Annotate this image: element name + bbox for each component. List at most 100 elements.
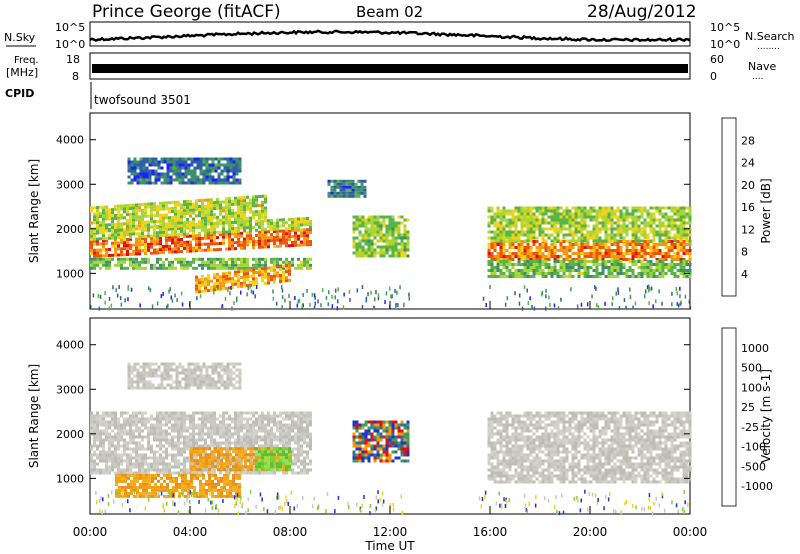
heatmap-cell <box>135 453 138 457</box>
scatter-cell <box>367 292 369 297</box>
heatmap-cell <box>198 243 201 247</box>
heatmap-cell <box>490 266 494 269</box>
heatmap-cell <box>249 441 252 445</box>
heatmap-cell <box>403 233 407 237</box>
heatmap-cell <box>234 273 237 277</box>
heatmap-cell <box>583 260 587 263</box>
heatmap-cell <box>511 221 515 225</box>
scatter-cell <box>337 299 339 304</box>
heatmap-cell <box>490 272 494 275</box>
heatmap-cell <box>213 471 216 475</box>
heatmap-cell <box>141 237 144 241</box>
heatmap-cell <box>127 163 131 167</box>
heatmap-cell <box>523 230 527 234</box>
heatmap-cell <box>225 435 228 439</box>
heatmap-cell <box>303 228 306 232</box>
scatter-cell <box>521 306 524 311</box>
heatmap-cell <box>544 212 548 216</box>
heatmap-cell <box>261 245 264 249</box>
heatmap-cell <box>216 278 219 282</box>
heatmap-cell <box>141 411 144 415</box>
heatmap-cell <box>246 284 249 288</box>
heatmap-cell <box>358 239 362 243</box>
heatmap-cell <box>120 222 123 226</box>
heatmap-cell <box>613 260 617 263</box>
heatmap-cell <box>541 233 545 237</box>
heatmap-cell <box>177 444 180 448</box>
heatmap-cell <box>108 211 111 215</box>
heatmap-cell <box>105 435 108 439</box>
heatmap-cell <box>670 260 674 263</box>
heatmap-cell <box>300 453 303 457</box>
heatmap-cell <box>306 411 309 415</box>
heatmap-cell <box>529 255 533 258</box>
heatmap-cell <box>688 221 692 225</box>
heatmap-cell <box>574 269 578 272</box>
heatmap-cell <box>160 175 164 179</box>
heatmap-cell <box>541 272 545 275</box>
heatmap-cell <box>199 465 202 469</box>
nave-label: Nave <box>748 60 776 73</box>
heatmap-cell <box>294 459 297 463</box>
heatmap-cell <box>270 429 273 433</box>
heatmap-cell <box>261 417 264 421</box>
heatmap-cell <box>553 266 557 269</box>
heatmap-cell <box>139 181 143 185</box>
heatmap-cell <box>592 224 596 228</box>
heatmap-cell <box>174 241 177 245</box>
heatmap-cell <box>294 423 297 427</box>
heatmap-cell <box>93 260 96 264</box>
heatmap-cell <box>102 229 105 233</box>
heatmap-cell <box>186 263 189 267</box>
heatmap-cell <box>117 417 120 421</box>
heatmap-cell <box>141 243 144 247</box>
heatmap-cell <box>244 453 247 457</box>
heatmap-cell <box>147 260 150 264</box>
heatmap-cell <box>598 258 602 261</box>
heatmap-cell <box>196 447 199 451</box>
heatmap-cell <box>108 435 111 439</box>
heatmap-cell <box>201 222 204 226</box>
heatmap-cell <box>264 417 267 421</box>
heatmap-cell <box>688 233 692 237</box>
heatmap-cell <box>382 221 386 225</box>
heatmap-cell <box>679 249 683 252</box>
heatmap-cell <box>625 275 629 278</box>
heatmap-cell <box>138 468 141 472</box>
heatmap-cell <box>123 429 126 433</box>
heatmap-cell <box>174 417 177 421</box>
scatter-cell <box>224 296 227 301</box>
heatmap-cell <box>141 471 144 475</box>
heatmap-cell <box>223 169 227 173</box>
heatmap-cell <box>222 209 225 213</box>
heatmap-cell <box>676 212 680 216</box>
heatmap-cell <box>496 269 500 272</box>
heatmap-cell <box>309 228 312 231</box>
heatmap-cell <box>400 215 404 219</box>
scatter-cell <box>170 295 172 300</box>
heatmap-cell <box>261 242 264 246</box>
heatmap-cell <box>544 227 548 231</box>
heatmap-cell <box>195 444 198 448</box>
scatter-cell <box>328 290 330 295</box>
heatmap-cell <box>147 441 150 445</box>
heatmap-cell <box>159 468 162 472</box>
heatmap-cell <box>102 459 105 463</box>
heatmap-cell <box>228 266 231 270</box>
heatmap-cell <box>643 252 647 255</box>
heatmap-cell <box>105 214 108 218</box>
heatmap-cell <box>108 420 111 424</box>
heatmap-cell <box>102 414 105 418</box>
heatmap-cell <box>303 411 306 415</box>
heatmap-cell <box>388 242 392 246</box>
heatmap-cell <box>102 242 105 246</box>
heatmap-cell <box>309 432 312 436</box>
heatmap-cell <box>93 441 96 445</box>
heatmap-cell <box>246 411 249 415</box>
heatmap-cell <box>162 417 165 421</box>
heatmap-cell <box>589 209 593 213</box>
heatmap-cell <box>348 191 352 195</box>
heatmap-cell <box>237 243 240 247</box>
heatmap-cell <box>370 242 374 246</box>
heatmap-cell <box>219 266 222 270</box>
